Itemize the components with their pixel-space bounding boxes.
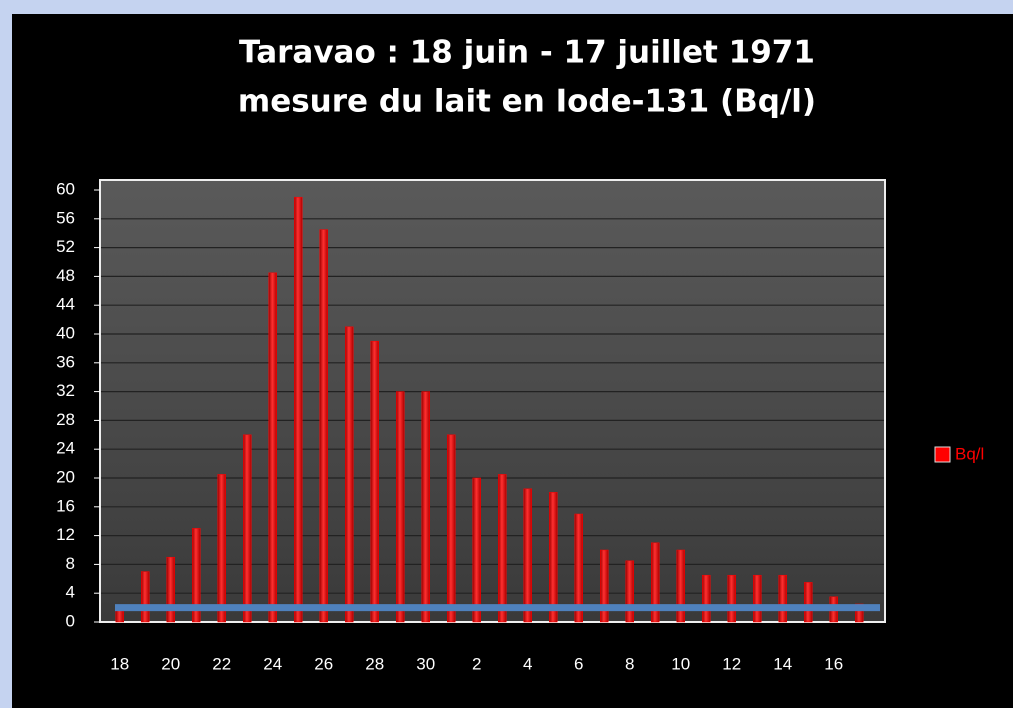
bar xyxy=(472,477,481,623)
bar xyxy=(702,574,711,623)
y-tick-label: 20 xyxy=(56,467,75,486)
x-tick-label: 14 xyxy=(773,654,792,673)
bar xyxy=(498,474,507,623)
y-tick-label: 0 xyxy=(66,611,75,630)
x-tick-label: 12 xyxy=(722,654,741,673)
y-tick-label: 16 xyxy=(56,496,75,515)
x-tick-label: 8 xyxy=(625,654,634,673)
x-tick-label: 30 xyxy=(416,654,435,673)
bar xyxy=(804,582,813,623)
x-tick-label: 22 xyxy=(212,654,231,673)
legend-label: Bq/l xyxy=(955,444,984,463)
bar xyxy=(141,571,150,623)
y-tick-label: 24 xyxy=(56,439,75,458)
bar xyxy=(243,434,252,623)
x-tick-label: 16 xyxy=(824,654,843,673)
x-tick-label: 28 xyxy=(365,654,384,673)
bar xyxy=(574,513,583,623)
bar xyxy=(549,492,558,623)
bar xyxy=(421,391,430,623)
bar xyxy=(651,542,660,623)
bar xyxy=(166,556,175,623)
y-tick-label: 44 xyxy=(56,295,75,314)
y-tick-label: 32 xyxy=(56,381,75,400)
bar xyxy=(294,196,303,623)
bar xyxy=(345,326,354,623)
x-tick-label: 18 xyxy=(110,654,129,673)
y-tick-label: 48 xyxy=(56,266,75,285)
bar xyxy=(778,574,787,623)
y-tick-label: 40 xyxy=(56,323,75,342)
y-tick-label: 60 xyxy=(56,179,75,198)
bar xyxy=(727,574,736,623)
bar xyxy=(523,488,532,623)
bar xyxy=(855,603,864,623)
y-tick-label: 52 xyxy=(56,237,75,256)
y-tick-label: 4 xyxy=(66,583,75,602)
bar xyxy=(268,272,277,623)
y-tick-label: 56 xyxy=(56,208,75,227)
chart-title: Taravao : 18 juin - 17 juillet 1971 xyxy=(239,35,815,71)
x-tick-label: 4 xyxy=(523,654,532,673)
x-tick-label: 10 xyxy=(671,654,690,673)
bar xyxy=(217,474,226,623)
bar xyxy=(319,229,328,623)
bar xyxy=(676,549,685,623)
y-tick-label: 28 xyxy=(56,410,75,429)
x-tick-label: 26 xyxy=(314,654,333,673)
x-tick-label: 2 xyxy=(472,654,481,673)
y-tick-label: 36 xyxy=(56,352,75,371)
y-tick-label: 12 xyxy=(56,525,75,544)
x-tick-label: 6 xyxy=(574,654,583,673)
bar xyxy=(396,391,405,623)
bar xyxy=(600,549,609,623)
bar xyxy=(370,340,379,623)
bar xyxy=(625,560,634,623)
x-tick-label: 24 xyxy=(263,654,282,673)
plot-area xyxy=(99,179,886,623)
y-tick-label: 8 xyxy=(66,554,75,573)
bar xyxy=(753,574,762,623)
chart-subtitle: mesure du lait en Iode-131 (Bq/l) xyxy=(238,84,816,120)
x-tick-label: 20 xyxy=(161,654,180,673)
bar xyxy=(192,528,201,623)
bar xyxy=(447,434,456,623)
legend-swatch xyxy=(934,446,951,463)
